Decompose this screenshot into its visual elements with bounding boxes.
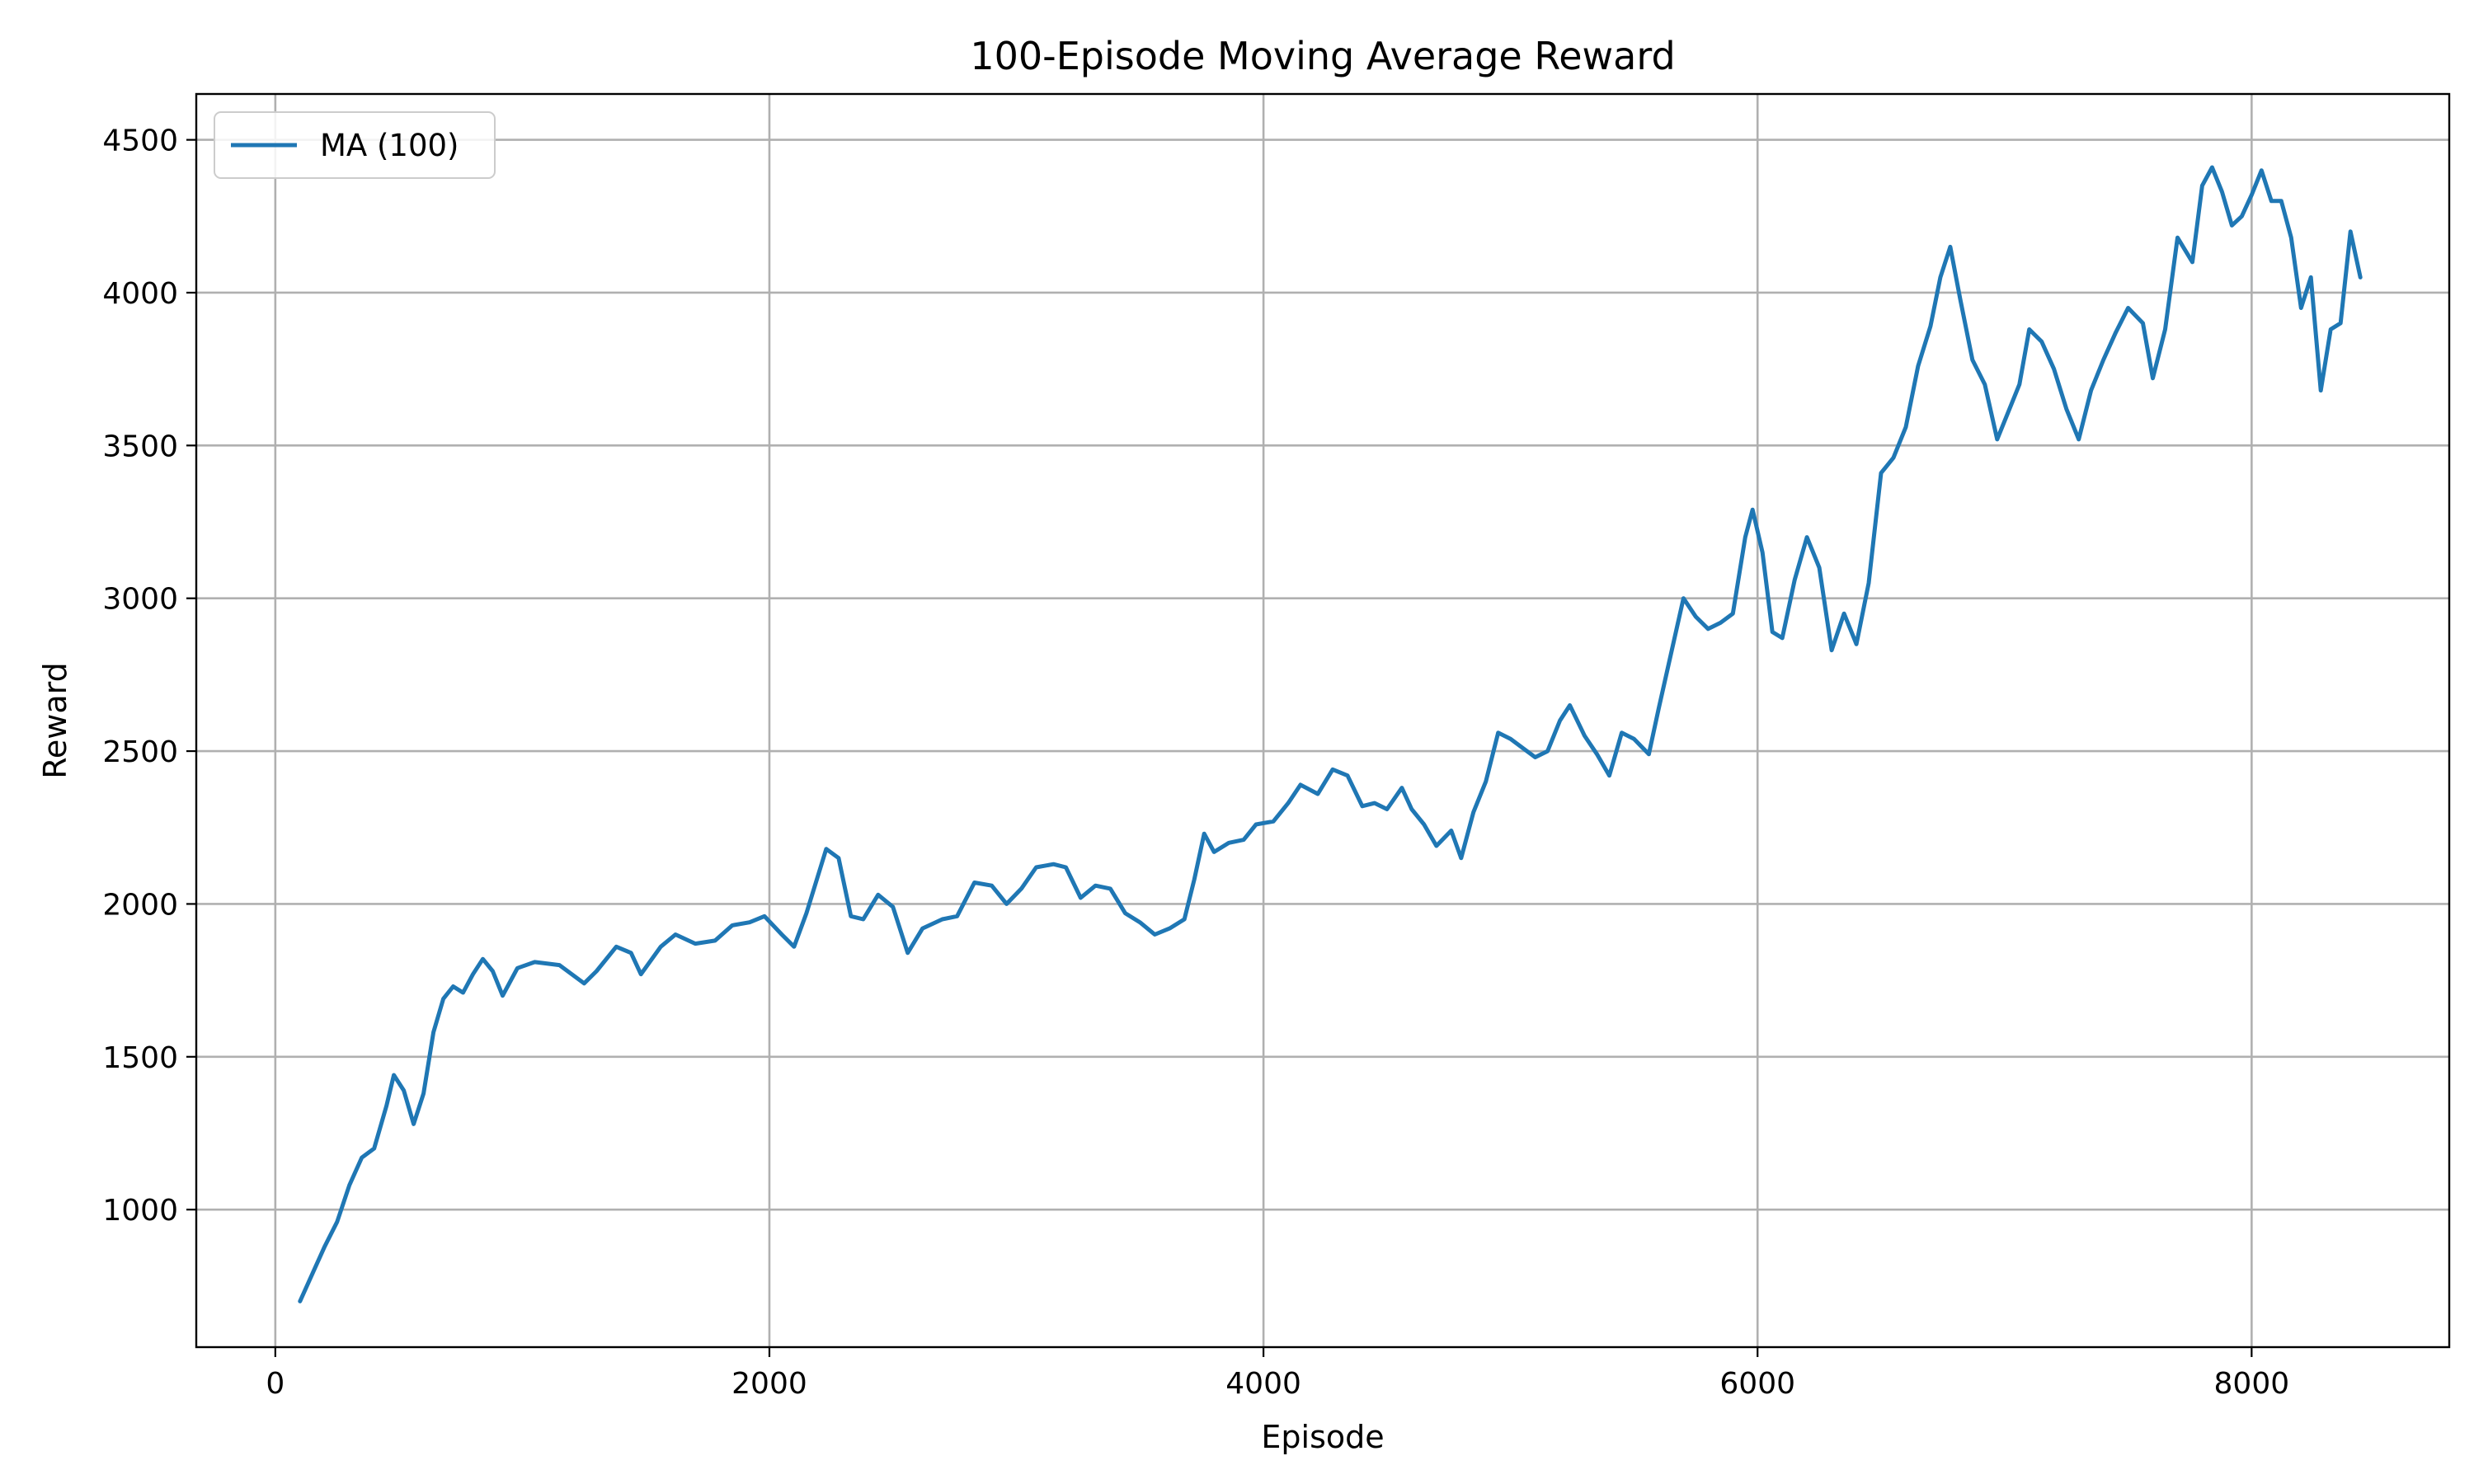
legend: MA (100) — [214, 111, 496, 179]
y-tick-label: 3500 — [102, 430, 178, 463]
y-tick-label: 1000 — [102, 1194, 178, 1228]
series-line-ma-100 — [298, 165, 2363, 1303]
legend-box — [214, 111, 496, 179]
y-axis-label: Reward — [37, 662, 73, 779]
y-tick-label: 4500 — [102, 124, 178, 158]
y-tick-label: 2000 — [102, 888, 178, 922]
x-tick-label: 4000 — [1225, 1367, 1301, 1401]
legend-label-ma-100: MA (100) — [320, 128, 459, 163]
x-tick-label: 8000 — [2214, 1367, 2290, 1401]
chart-title: 100-Episode Moving Average Reward — [970, 34, 1675, 78]
y-tick-label: 1500 — [102, 1041, 178, 1075]
y-axis-ticks: 1000 1500 2000 2500 3000 3500 4000 4500 — [102, 124, 196, 1228]
x-tick-label: 2000 — [731, 1367, 807, 1401]
y-tick-label: 3000 — [102, 583, 178, 617]
series-layer — [298, 165, 2363, 1303]
x-tick-label: 6000 — [1719, 1367, 1795, 1401]
x-tick-label: 0 — [266, 1367, 285, 1401]
plot-frame — [195, 92, 2451, 1349]
x-axis-label: Episode — [1261, 1419, 1384, 1455]
y-tick-label: 4000 — [102, 277, 178, 311]
y-tick-label: 2500 — [102, 735, 178, 769]
grid — [196, 94, 2449, 1347]
x-axis-ticks: 0 2000 4000 6000 8000 — [266, 1347, 2289, 1401]
